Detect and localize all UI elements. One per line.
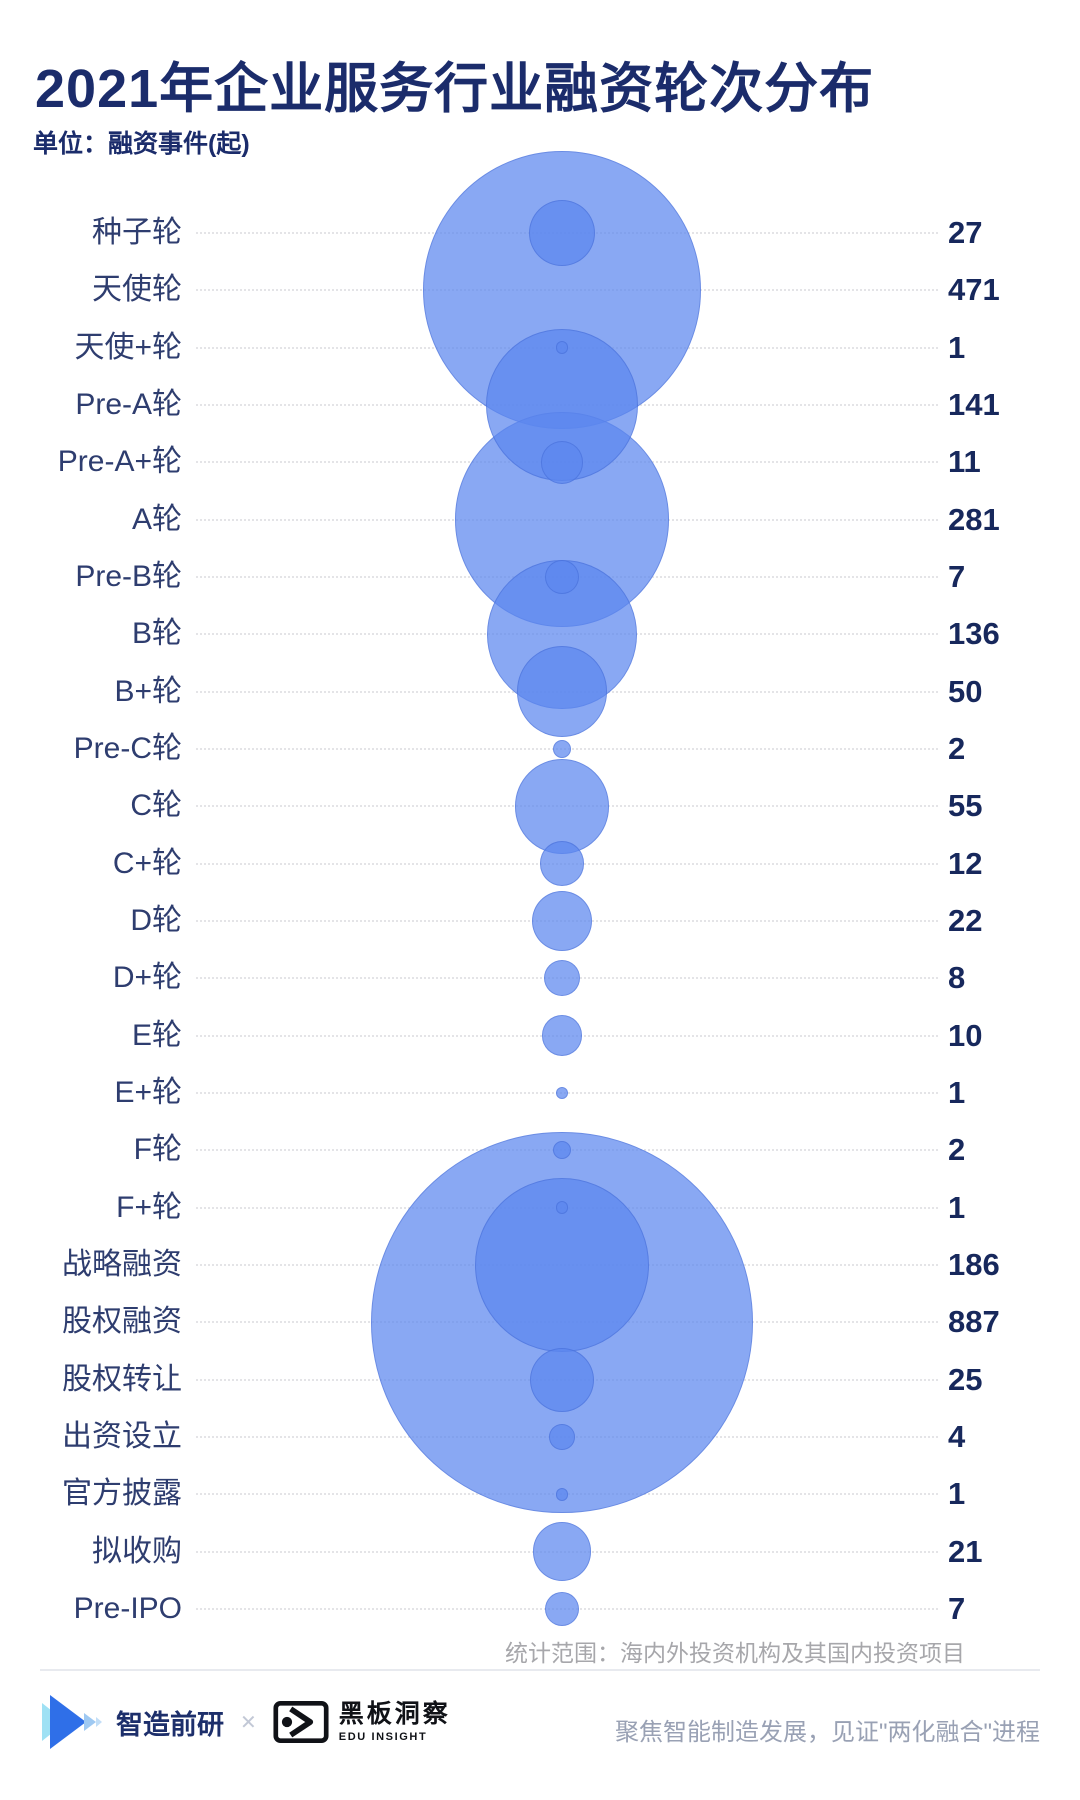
brand-left-name: 智造前研 — [116, 1709, 224, 1740]
bubble-出资设立 — [549, 1424, 575, 1450]
footer-slogan: 聚焦智能制造发展，见证"两化融合"进程 — [614, 1719, 1040, 1746]
row-value-D轮: 22 — [948, 902, 983, 938]
row-label-天使轮: 天使轮 — [92, 273, 182, 307]
row-label-Pre-B轮: Pre-B轮 — [75, 559, 182, 593]
bubble-天使+轮 — [555, 341, 569, 355]
row-value-天使轮: 471 — [948, 272, 1000, 308]
bubble-F+轮 — [555, 1201, 569, 1214]
row-value-Pre-B轮: 7 — [948, 558, 966, 594]
row-label-D+轮: D+轮 — [112, 961, 182, 995]
row-label-D轮: D轮 — [130, 903, 182, 937]
row-value-拟收购: 21 — [948, 1533, 983, 1569]
row-label-F+轮: F+轮 — [116, 1190, 182, 1224]
brand-right-text: 黑板洞察 EDU INSIGHT — [338, 1699, 451, 1743]
bubble-Pre-A+轮 — [540, 441, 584, 484]
row-value-Pre-A轮: 141 — [948, 386, 1000, 422]
bubble-E轮 — [541, 1015, 583, 1056]
row-value-C轮: 55 — [948, 788, 983, 824]
unit-subtitle: 单位：融资事件(起) — [33, 130, 250, 158]
row-label-B轮: B轮 — [131, 617, 182, 651]
bubble-C+轮 — [539, 841, 585, 886]
row-label-官方披露: 官方披露 — [62, 1477, 182, 1511]
footer-brand-bar: 智造前研 ✕ 黑板洞察 EDU INSIGHT — [40, 1688, 451, 1756]
row-value-Pre-C轮: 2 — [948, 730, 966, 766]
bubble-D轮 — [531, 890, 592, 951]
collab-x-icon: ✕ — [240, 1711, 257, 1734]
row-value-官方披露: 1 — [948, 1476, 966, 1512]
row-label-A轮: A轮 — [131, 502, 182, 536]
row-label-Pre-A轮: Pre-A轮 — [75, 387, 182, 421]
chart-scope-note: 统计范围：海内外投资机构及其国内投资项目 — [505, 1640, 965, 1666]
row-label-E+轮: E+轮 — [114, 1075, 182, 1109]
row-label-股权转让: 股权转让 — [62, 1362, 182, 1396]
bubble-E+轮 — [555, 1086, 569, 1100]
row-value-种子轮: 27 — [948, 215, 983, 250]
brand-right-name: 黑板洞察 — [338, 1699, 451, 1728]
bubble-Pre-C轮 — [552, 739, 572, 758]
row-label-战略融资: 战略融资 — [62, 1247, 182, 1281]
row-label-种子轮: 种子轮 — [92, 216, 182, 249]
row-label-出资设立: 出资设立 — [62, 1419, 182, 1453]
row-label-Pre-C轮: Pre-C轮 — [73, 731, 182, 765]
row-value-B+轮: 50 — [948, 673, 983, 709]
row-value-E轮: 10 — [948, 1017, 983, 1053]
row-value-出资设立: 4 — [948, 1418, 966, 1454]
row-value-股权转让: 25 — [948, 1361, 983, 1397]
row-label-Pre-IPO: Pre-IPO — [73, 1591, 182, 1625]
row-label-E轮: E轮 — [131, 1018, 182, 1052]
row-value-天使+轮: 1 — [948, 329, 966, 365]
row-label-F轮: F轮 — [133, 1133, 182, 1167]
bubble-Pre-IPO — [545, 1591, 579, 1626]
zhizao-qianyan-logo-icon — [42, 1695, 102, 1749]
footer-divider — [40, 1669, 1040, 1671]
row-label-B+轮: B+轮 — [114, 674, 182, 708]
row-value-F+轮: 1 — [948, 1189, 966, 1225]
bubble-D+轮 — [543, 960, 581, 997]
row-label-C+轮: C+轮 — [112, 846, 182, 880]
row-label-拟收购: 拟收购 — [92, 1534, 182, 1568]
row-value-C+轮: 12 — [948, 845, 983, 881]
row-label-C轮: C轮 — [130, 789, 182, 823]
bubble-种子轮 — [528, 199, 596, 267]
row-value-Pre-IPO: 7 — [948, 1590, 966, 1626]
row-value-E+轮: 1 — [948, 1074, 966, 1110]
row-value-战略融资: 186 — [948, 1246, 1000, 1282]
row-value-F轮: 2 — [948, 1132, 966, 1168]
row-value-股权融资: 887 — [948, 1304, 1000, 1340]
row-label-股权融资: 股权融资 — [62, 1305, 182, 1339]
row-value-D+轮: 8 — [948, 960, 966, 996]
row-label-Pre-A+轮: Pre-A+轮 — [57, 445, 182, 479]
bubble-官方披露 — [555, 1487, 569, 1501]
eye-box-logo-icon — [273, 1701, 329, 1743]
brand-right-lockup: 黑板洞察 EDU INSIGHT — [273, 1699, 451, 1745]
bubble-C轮 — [514, 758, 610, 854]
bubble-拟收购 — [532, 1522, 592, 1581]
bubble-B+轮 — [516, 646, 608, 737]
row-value-Pre-A+轮: 11 — [948, 444, 981, 480]
row-value-B轮: 136 — [948, 616, 1000, 652]
bubble-股权转让 — [530, 1347, 594, 1412]
row-label-天使+轮: 天使+轮 — [74, 330, 182, 364]
page-title: 2021年企业服务行业融资轮次分布 — [35, 59, 875, 119]
brand-right-subtitle: EDU INSIGHT — [338, 1730, 428, 1743]
bubble-Pre-B轮 — [545, 560, 579, 594]
bubble-F轮 — [552, 1141, 572, 1160]
row-value-A轮: 281 — [948, 501, 1000, 537]
